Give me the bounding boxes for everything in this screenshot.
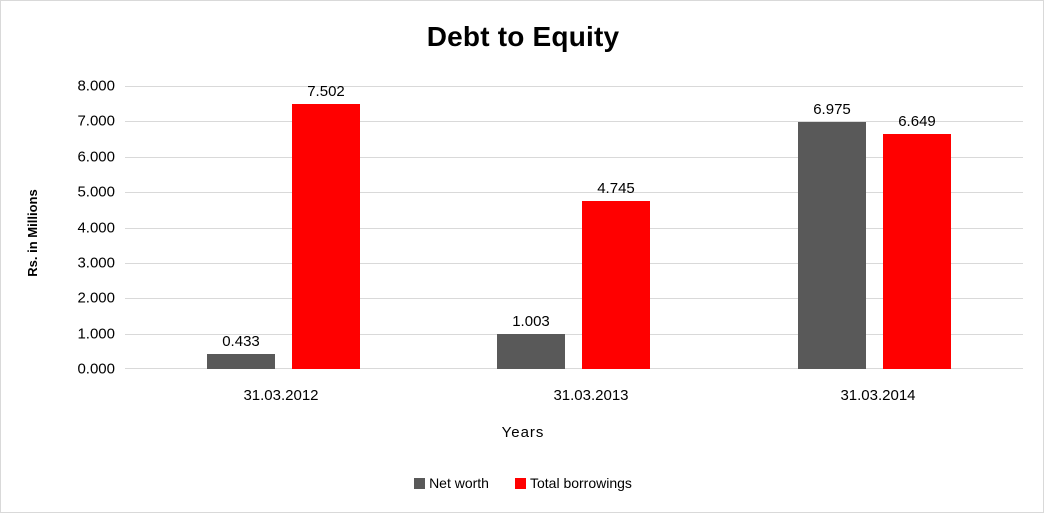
y-tick-label: 0.000 xyxy=(77,360,115,378)
gridline xyxy=(125,227,1023,229)
bar-value-label: 6.975 xyxy=(813,101,851,119)
bar-networth[interactable] xyxy=(798,122,866,369)
legend-swatch-icon xyxy=(514,477,526,489)
bar-group: 0.433 7.502 xyxy=(207,83,360,369)
y-tick-label: 5.000 xyxy=(77,183,115,201)
bar-value-label: 7.502 xyxy=(307,82,345,100)
legend-item-networth[interactable]: Net worth xyxy=(414,475,489,491)
y-tick-label: 1.000 xyxy=(77,325,115,343)
y-axis-title: Rs. in Millions xyxy=(25,189,40,277)
bar-networth[interactable] xyxy=(207,353,275,369)
y-tick-label: 2.000 xyxy=(77,289,115,307)
gridline xyxy=(125,262,1023,264)
gridline-baseline xyxy=(125,368,1023,369)
legend-swatch-icon xyxy=(414,477,426,489)
bar-value-label: 1.003 xyxy=(512,312,550,330)
y-tick-label: 4.000 xyxy=(77,219,115,236)
bar-value-label: 6.649 xyxy=(898,112,936,130)
gridline xyxy=(125,156,1023,158)
bar-networth[interactable] xyxy=(497,333,565,369)
bar-value-label: 4.745 xyxy=(597,180,635,198)
bar-borrowings[interactable] xyxy=(292,103,360,369)
x-axis-category-label: 31.03.2013 xyxy=(553,387,629,404)
chart-title: Debt to Equity xyxy=(426,21,620,52)
y-tick-label: 7.000 xyxy=(77,112,115,130)
bar-borrowings[interactable] xyxy=(582,201,650,369)
bar-value-label: 0.433 xyxy=(222,332,260,350)
gridline xyxy=(125,333,1023,335)
gridline xyxy=(125,86,1023,87)
x-axis-category-label: 31.03.2012 xyxy=(243,387,319,404)
legend-item-borrowings[interactable]: Total borrowings xyxy=(514,475,632,491)
legend-label: Total borrowings xyxy=(529,475,632,491)
chart-legend: Net worth Total borrowings xyxy=(1,475,1043,491)
y-axis-tick-labels: 8.000 7.000 6.000 5.000 4.000 3.000 2.00… xyxy=(55,78,115,378)
bar-group: 1.003 4.745 xyxy=(497,86,650,369)
plot-area: 0.433 7.502 1.003 4.745 6.975 6.649 xyxy=(125,83,1023,369)
legend-label: Net worth xyxy=(429,475,489,491)
gridline xyxy=(125,298,1023,300)
bar-group: 6.975 6.649 xyxy=(798,86,951,369)
y-tick-label: 3.000 xyxy=(77,254,115,272)
y-tick-label: 6.000 xyxy=(77,148,115,166)
gridline xyxy=(125,192,1023,194)
gridline xyxy=(125,121,1023,123)
bar-borrowings[interactable] xyxy=(883,133,951,369)
x-axis-title: Years xyxy=(501,424,545,441)
x-axis-category-label: 31.03.2014 xyxy=(840,387,916,404)
y-tick-label: 8.000 xyxy=(77,77,115,95)
